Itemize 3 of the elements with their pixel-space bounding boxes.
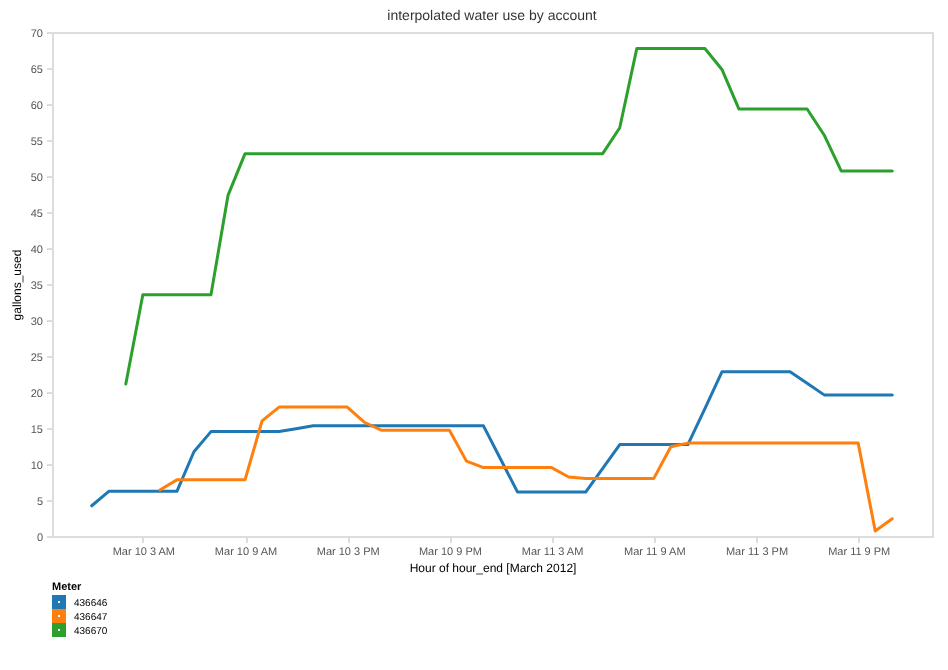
- line-series: [158, 405, 894, 533]
- line-series: [90, 370, 894, 508]
- line-series: [124, 47, 894, 386]
